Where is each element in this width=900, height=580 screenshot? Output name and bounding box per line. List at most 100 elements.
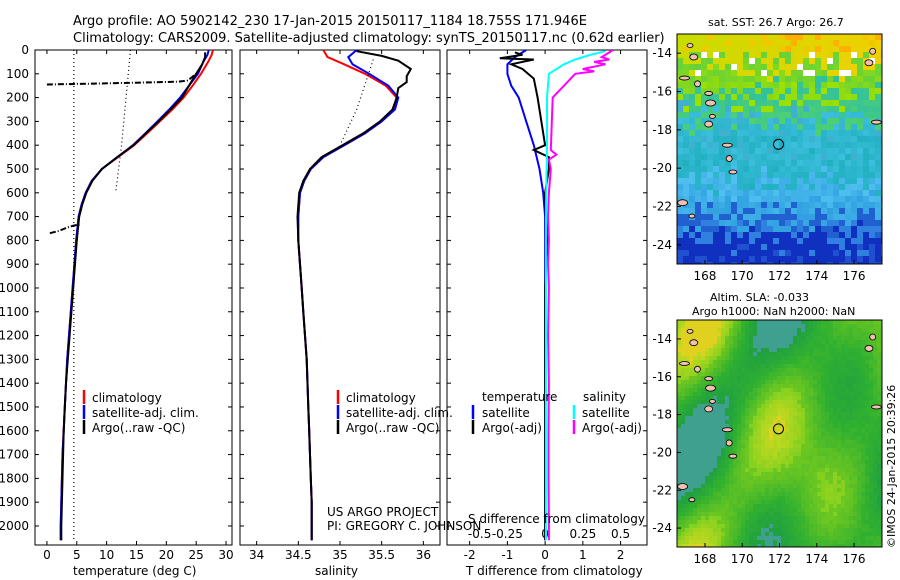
map-cell: [721, 532, 726, 537]
map-cell: [827, 40, 834, 47]
map-cell: [821, 432, 826, 437]
map-cell: [777, 456, 782, 461]
map-cell: [815, 40, 822, 47]
map-cell: [745, 432, 750, 437]
map-cell: [749, 46, 756, 53]
map-cell: [785, 492, 790, 497]
map-cell: [707, 70, 714, 77]
map-cell: [683, 124, 690, 131]
map-cell: [801, 392, 806, 397]
map-cell: [809, 52, 816, 59]
map-cell: [757, 524, 762, 529]
map-cell: [725, 396, 730, 401]
map-cell: [693, 444, 698, 449]
map-cell: [833, 392, 838, 397]
map-cell: [821, 392, 826, 397]
map-cell: [841, 360, 846, 365]
map-cell: [777, 480, 782, 485]
map-cell: [845, 452, 850, 457]
map-cell: [785, 432, 790, 437]
map-cell: [865, 436, 870, 441]
map-cell: [789, 540, 794, 545]
map-cell: [837, 512, 842, 517]
map-cell: [793, 376, 798, 381]
map-cell: [817, 508, 822, 513]
map-cell: [789, 328, 794, 333]
map-cell: [863, 112, 870, 119]
map-cell: [733, 352, 738, 357]
map-cell: [851, 34, 858, 41]
map-cell: [857, 416, 862, 421]
map-cell: [797, 372, 802, 377]
map-cell: [805, 404, 810, 409]
series-salinity-satellite: [544, 50, 606, 541]
map-cell: [869, 360, 874, 365]
map-cell: [797, 516, 802, 521]
map-cell: [861, 392, 866, 397]
map-cell: [705, 332, 710, 337]
map-cell: [853, 340, 858, 345]
map-cell: [869, 202, 876, 209]
map-cell: [825, 380, 830, 385]
map-cell: [785, 392, 790, 397]
map-cell: [725, 464, 730, 469]
map-cell: [815, 160, 822, 167]
map-cell: [777, 468, 782, 473]
map-cell: [741, 388, 746, 393]
x-tick-label: 34.5: [285, 548, 312, 562]
map-cell: [833, 432, 838, 437]
map-cell: [697, 512, 702, 517]
map-cell: [827, 262, 834, 264]
map-cell: [733, 400, 738, 405]
map-cell: [737, 136, 744, 143]
map-cell: [801, 528, 806, 533]
map-cell: [877, 544, 882, 547]
map-cell: [705, 392, 710, 397]
series-climatology: [59, 50, 214, 541]
map-cell: [863, 142, 870, 149]
map-cell: [693, 372, 698, 377]
map-cell: [821, 348, 826, 353]
map-cell: [769, 456, 774, 461]
map-cell: [875, 160, 882, 167]
map-cell: [681, 356, 686, 361]
map-cell: [709, 444, 714, 449]
map-cell: [773, 508, 778, 513]
map-cell: [757, 360, 762, 365]
map-cell: [849, 408, 854, 413]
map-cell: [821, 476, 826, 481]
legend-title-salinity: salinity: [583, 390, 626, 404]
map-cell: [725, 444, 730, 449]
map-cell: [761, 348, 766, 353]
map-cell: [709, 508, 714, 513]
map-cell: [817, 328, 822, 333]
map-cell: [785, 428, 790, 433]
map-cell: [725, 124, 732, 131]
map-cell: [817, 504, 822, 509]
map-cell: [801, 516, 806, 521]
map-cell: [753, 428, 758, 433]
map-cell: [777, 404, 782, 409]
map-cell: [813, 540, 818, 545]
map-cell: [793, 408, 798, 413]
map-cell: [781, 512, 786, 517]
map-cell: [709, 320, 714, 325]
map-cell: [753, 532, 758, 537]
map-cell: [845, 384, 850, 389]
map-cell: [761, 368, 766, 373]
map-cell: [865, 376, 870, 381]
map-cell: [681, 480, 686, 485]
map-cell: [827, 100, 834, 107]
map-cell: [719, 190, 726, 197]
map-cell: [737, 190, 744, 197]
map-cell: [833, 214, 840, 221]
map-cell: [677, 376, 682, 381]
map-cell: [833, 46, 840, 53]
map-cell: [805, 324, 810, 329]
map-cell: [875, 70, 882, 77]
map-cell: [769, 396, 774, 401]
map-cell: [827, 76, 834, 83]
map-cell: [685, 452, 690, 457]
map-cell: [761, 262, 768, 264]
map-cell: [797, 160, 804, 167]
